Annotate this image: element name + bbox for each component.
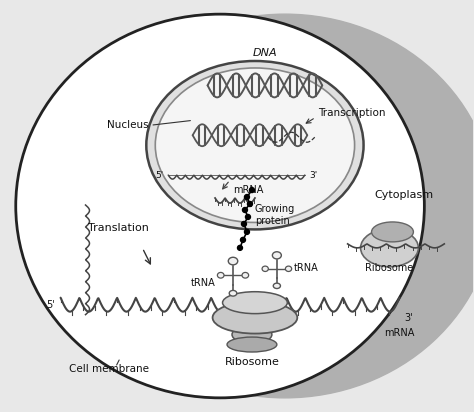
Ellipse shape (218, 272, 224, 278)
Ellipse shape (16, 14, 424, 398)
Ellipse shape (146, 61, 364, 229)
Ellipse shape (262, 266, 268, 272)
Ellipse shape (232, 325, 272, 344)
Text: mRNA: mRNA (233, 185, 263, 195)
Text: Translation: Translation (88, 223, 149, 233)
Text: Ribosome: Ribosome (365, 263, 414, 273)
Text: DNA: DNA (253, 49, 277, 59)
Ellipse shape (361, 229, 419, 267)
Ellipse shape (242, 272, 249, 278)
Ellipse shape (273, 252, 282, 259)
Text: Ribosome: Ribosome (225, 358, 279, 368)
Circle shape (245, 229, 249, 234)
Circle shape (241, 221, 246, 227)
Ellipse shape (75, 14, 474, 398)
Ellipse shape (285, 266, 292, 272)
Circle shape (243, 208, 247, 213)
Circle shape (249, 187, 255, 192)
Text: Growing
protein: Growing protein (255, 204, 295, 226)
Text: 3': 3' (310, 171, 318, 180)
Ellipse shape (228, 257, 238, 265)
Circle shape (246, 215, 250, 220)
Ellipse shape (273, 283, 281, 288)
Text: tRNA: tRNA (191, 278, 215, 288)
Text: 3': 3' (404, 313, 413, 323)
Text: Nucleus: Nucleus (107, 120, 148, 130)
Text: Cell membrane: Cell membrane (69, 365, 148, 375)
Text: Transcription: Transcription (318, 108, 385, 118)
Text: mRNA: mRNA (384, 328, 415, 337)
Ellipse shape (227, 337, 277, 352)
Ellipse shape (372, 222, 413, 242)
Circle shape (237, 246, 243, 250)
Circle shape (240, 237, 246, 242)
Ellipse shape (155, 68, 355, 222)
Text: tRNA: tRNA (294, 263, 319, 273)
Ellipse shape (229, 290, 237, 296)
Circle shape (247, 201, 253, 206)
Circle shape (245, 194, 249, 199)
Ellipse shape (223, 292, 287, 314)
Text: Cytoplasm: Cytoplasm (375, 190, 434, 200)
Text: 5': 5' (155, 171, 163, 180)
Ellipse shape (212, 302, 297, 334)
Text: 5': 5' (46, 300, 55, 310)
